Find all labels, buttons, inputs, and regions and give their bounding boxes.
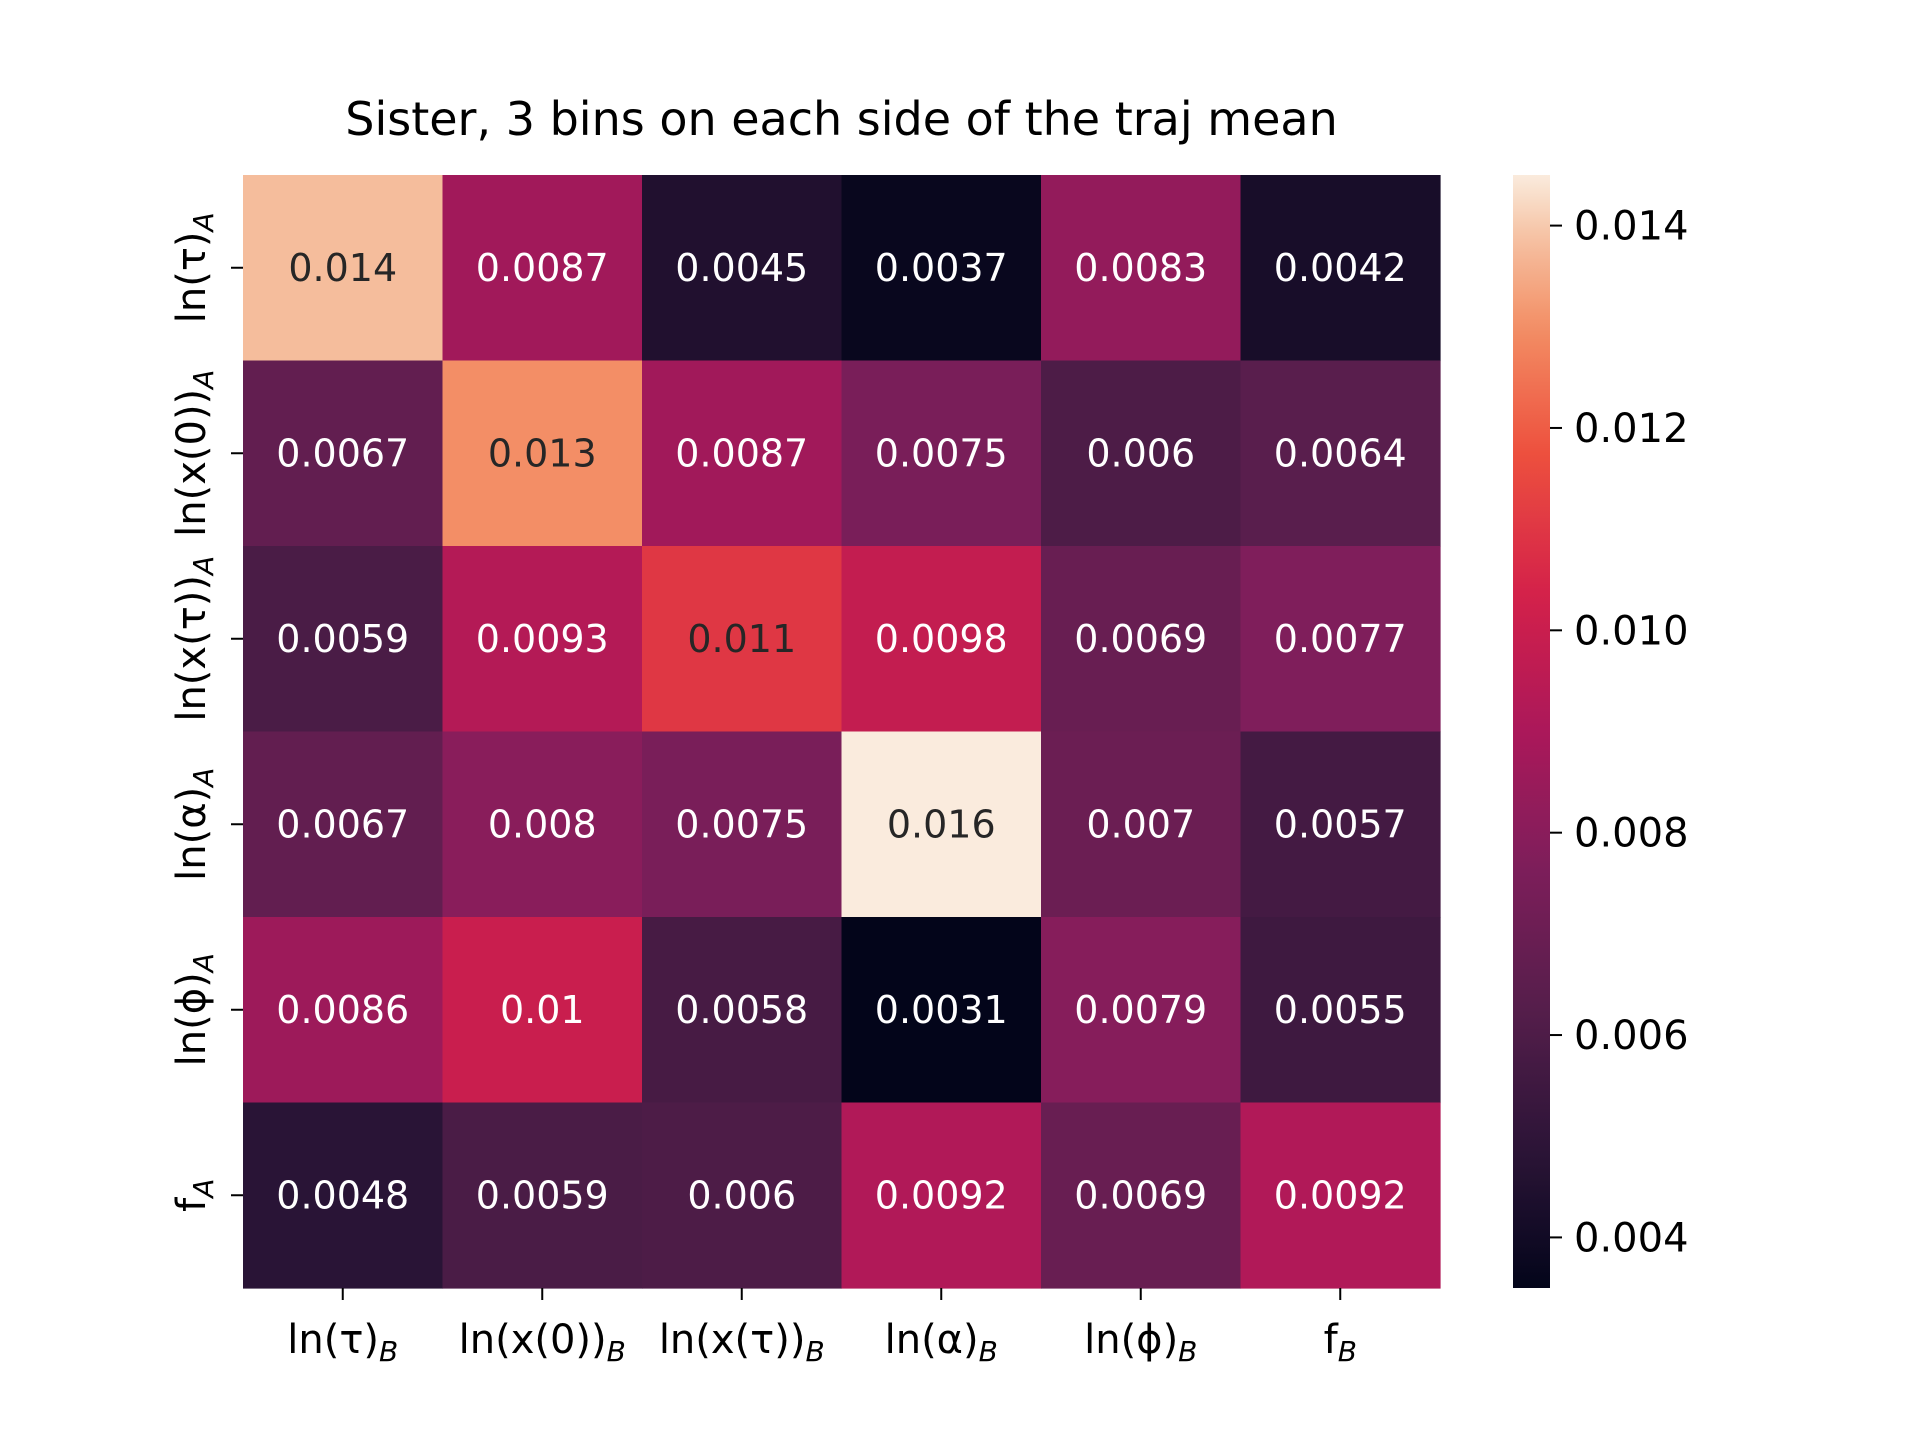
y-tick-label: ln(τ)A bbox=[169, 212, 220, 323]
heatmap-cell bbox=[243, 546, 444, 733]
colorbar-tick-label: 0.006 bbox=[1574, 1013, 1689, 1059]
cell-value-label: 0.0059 bbox=[276, 617, 409, 661]
cell-value-label: 0.0075 bbox=[875, 431, 1008, 475]
cell-value-label: 0.0098 bbox=[875, 617, 1008, 661]
cell-value-label: 0.0059 bbox=[476, 1173, 609, 1217]
cell-value-label: 0.0087 bbox=[476, 246, 609, 290]
heatmap-cell bbox=[442, 1102, 643, 1289]
heatmap-cell bbox=[442, 360, 643, 547]
heatmap-cell bbox=[243, 917, 444, 1104]
colorbar-tick-label: 0.008 bbox=[1574, 811, 1689, 857]
heatmap-cell bbox=[1041, 917, 1242, 1104]
cell-value-label: 0.0092 bbox=[875, 1173, 1008, 1217]
heatmap-cell bbox=[1240, 360, 1441, 547]
cell-value-label: 0.0077 bbox=[1274, 617, 1407, 661]
cell-value-label: 0.008 bbox=[488, 802, 597, 846]
x-tick-label: ln(τ)B bbox=[287, 1317, 398, 1368]
cell-value-label: 0.0069 bbox=[1074, 617, 1207, 661]
cell-value-label: 0.006 bbox=[687, 1173, 796, 1217]
heatmap-cell bbox=[841, 917, 1042, 1104]
heatmap-cell bbox=[243, 1102, 444, 1289]
cell-value-label: 0.0079 bbox=[1074, 988, 1207, 1032]
heatmap-cell bbox=[243, 175, 444, 362]
heatmap-cell bbox=[1041, 546, 1242, 733]
cell-value-label: 0.0058 bbox=[675, 988, 808, 1032]
cell-value-label: 0.006 bbox=[1086, 431, 1195, 475]
cell-value-label: 0.0064 bbox=[1274, 431, 1407, 475]
cell-value-label: 0.016 bbox=[887, 802, 996, 846]
cell-value-label: 0.0055 bbox=[1274, 988, 1407, 1032]
heatmap-cell bbox=[442, 175, 643, 362]
colorbar: 0.004 0.006 0.008 0.010 0.012 0.014 bbox=[1513, 175, 1689, 1288]
heatmap-cell bbox=[642, 1102, 843, 1289]
cell-value-label: 0.0042 bbox=[1274, 246, 1407, 290]
colorbar-gradient bbox=[1513, 175, 1550, 1288]
cell-value-label: 0.0067 bbox=[276, 802, 409, 846]
y-tick-label: ln(x(0))A bbox=[169, 370, 220, 537]
cell-value-label: 0.0093 bbox=[476, 617, 609, 661]
heatmap-cell bbox=[1041, 731, 1242, 918]
heatmap-cell bbox=[1041, 360, 1242, 547]
x-tick-label: ln(x(0))B bbox=[459, 1317, 626, 1368]
heatmap-cells: 0.014 0.0087 0.0045 0.0037 0.0083 0.0042 0.006… bbox=[243, 175, 1441, 1289]
y-tick-label: ln(α)A bbox=[169, 768, 220, 881]
cell-value-label: 0.0037 bbox=[875, 246, 1008, 290]
x-tick-label: ln(α)B bbox=[885, 1317, 998, 1368]
heatmap-cell bbox=[1041, 1102, 1242, 1289]
heatmap-cell bbox=[642, 731, 843, 918]
y-axis: ln(τ)A ln(x(0))A ln(x(τ))A ln(α)A ln(ϕ)A fA bbox=[169, 212, 243, 1212]
y-tick-label: ln(x(τ))A bbox=[169, 556, 220, 722]
cell-value-label: 0.0083 bbox=[1074, 246, 1207, 290]
heatmap-cell bbox=[442, 546, 643, 733]
colorbar-tick-label: 0.012 bbox=[1574, 406, 1689, 452]
cell-value-label: 0.011 bbox=[687, 617, 796, 661]
heatmap-cell bbox=[642, 546, 843, 733]
y-tick-label: ln(ϕ)A bbox=[169, 953, 220, 1066]
x-tick-label: ln(x(τ))B bbox=[659, 1317, 825, 1368]
cell-value-label: 0.0075 bbox=[675, 802, 808, 846]
heatmap-cell bbox=[1240, 731, 1441, 918]
cell-value-label: 0.0045 bbox=[675, 246, 808, 290]
x-axis: ln(τ)B ln(x(0))B ln(x(τ))B ln(α)B ln(ϕ)B fB bbox=[287, 1288, 1357, 1368]
heatmap-cell bbox=[642, 917, 843, 1104]
cell-value-label: 0.0086 bbox=[276, 988, 409, 1032]
heatmap-cell bbox=[1240, 175, 1441, 362]
heatmap-cell bbox=[642, 175, 843, 362]
heatmap-cell bbox=[841, 175, 1042, 362]
cell-value-label: 0.0069 bbox=[1074, 1173, 1207, 1217]
cell-value-label: 0.0092 bbox=[1274, 1173, 1407, 1217]
heatmap-cell bbox=[442, 731, 643, 918]
heatmap-cell bbox=[1240, 546, 1441, 733]
cell-value-label: 0.0048 bbox=[276, 1173, 409, 1217]
cell-value-label: 0.007 bbox=[1086, 802, 1195, 846]
cell-value-label: 0.0031 bbox=[875, 988, 1008, 1032]
chart-title: Sister, 3 bins on each side of the traj … bbox=[345, 92, 1337, 146]
x-tick-label: ln(ϕ)B bbox=[1084, 1317, 1197, 1368]
heatmap-cell bbox=[1240, 917, 1441, 1104]
heatmap-cell bbox=[1240, 1102, 1441, 1289]
colorbar-tick-label: 0.004 bbox=[1574, 1215, 1689, 1261]
cell-value-label: 0.014 bbox=[288, 246, 397, 290]
heatmap-cell bbox=[642, 360, 843, 547]
colorbar-tick-label: 0.014 bbox=[1574, 204, 1689, 250]
cell-value-label: 0.013 bbox=[488, 431, 597, 475]
heatmap-cell bbox=[841, 1102, 1042, 1289]
cell-value-label: 0.0087 bbox=[675, 431, 808, 475]
heatmap-cell bbox=[442, 917, 643, 1104]
heatmap-cell bbox=[243, 360, 444, 547]
heatmap-cell bbox=[841, 360, 1042, 547]
heatmap-cell bbox=[841, 731, 1042, 918]
cell-value-label: 0.01 bbox=[500, 988, 585, 1032]
colorbar-tick-label: 0.010 bbox=[1574, 608, 1689, 654]
x-tick-label: fB bbox=[1324, 1317, 1357, 1368]
heatmap-cell bbox=[243, 731, 444, 918]
heatmap-cell bbox=[841, 546, 1042, 733]
heatmap-cell bbox=[1041, 175, 1242, 362]
y-tick-label: fA bbox=[169, 1179, 220, 1212]
cell-value-label: 0.0067 bbox=[276, 431, 409, 475]
cell-value-label: 0.0057 bbox=[1274, 802, 1407, 846]
